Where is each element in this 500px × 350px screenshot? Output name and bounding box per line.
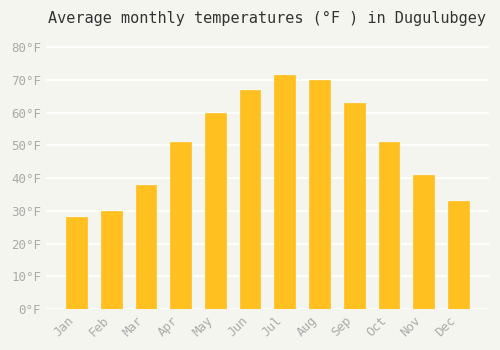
Bar	[170, 142, 191, 309]
Bar	[205, 113, 226, 309]
Bar	[101, 211, 121, 309]
Bar	[274, 75, 295, 309]
Bar	[378, 142, 400, 309]
Title: Average monthly temperatures (°F ) in Dugulubgey: Average monthly temperatures (°F ) in Du…	[48, 11, 486, 26]
Bar	[448, 201, 469, 309]
Bar	[136, 185, 156, 309]
Bar	[66, 217, 87, 309]
Bar	[413, 175, 434, 309]
Bar	[309, 80, 330, 309]
Bar	[240, 90, 260, 309]
Bar	[344, 103, 364, 309]
